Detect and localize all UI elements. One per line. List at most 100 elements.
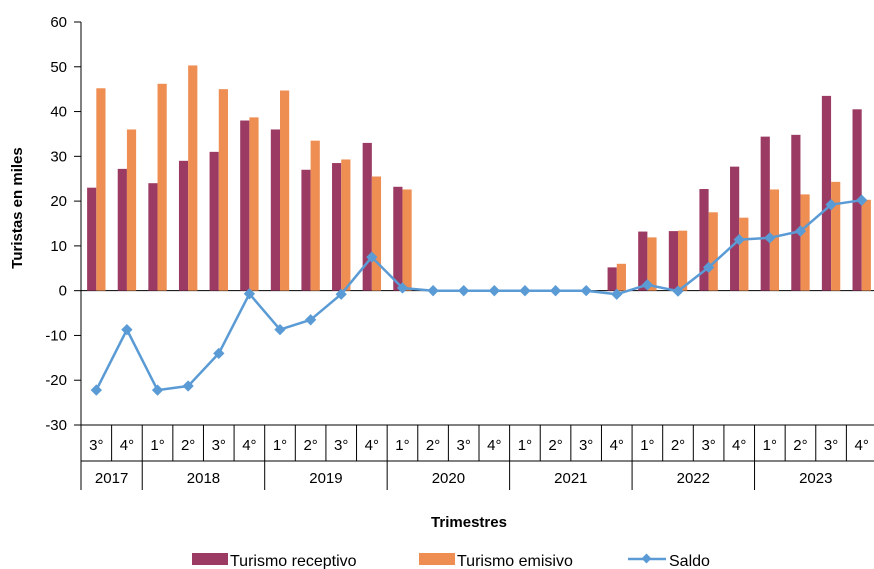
bar-receptivo (240, 120, 250, 291)
bar-receptivo (301, 169, 311, 291)
legend-label-saldo: Saldo (669, 553, 710, 569)
series-turismo-emisivo (96, 65, 871, 291)
y-tick-label: 50 (50, 59, 67, 76)
bar-emisivo (341, 159, 351, 291)
bar-emisivo (769, 189, 780, 291)
bar-emisivo (218, 89, 228, 291)
quarter-label: 1° (763, 437, 777, 454)
saldo-point (825, 199, 837, 211)
y-tick-label: -10 (45, 327, 67, 344)
year-label: 2020 (432, 470, 465, 487)
bar-receptivo (730, 166, 740, 291)
bar-emisivo (188, 65, 198, 291)
y-tick-label: 20 (50, 193, 67, 210)
year-label: 2022 (677, 470, 710, 487)
bar-receptivo (178, 160, 189, 291)
saldo-point (580, 284, 592, 297)
quarter-label: 1° (395, 437, 409, 454)
quarter-label: 2° (793, 437, 807, 454)
quarter-label: 3° (457, 437, 471, 454)
saldo-point (274, 323, 286, 336)
quarter-label: 1° (150, 437, 164, 454)
quarter-label: 1° (640, 437, 654, 454)
quarter-label: 1° (273, 437, 287, 454)
quarter-label: 4° (365, 437, 379, 454)
bar-emisivo (280, 90, 290, 291)
bar-emisivo (800, 194, 810, 291)
bar-receptivo (791, 134, 801, 291)
quarter-label: 2° (548, 437, 562, 454)
legend-label-emisivo: Turismo emisivo (457, 553, 573, 569)
legend: Turismo receptivo Turismo emisivo Saldo (192, 553, 710, 569)
bar-emisivo (157, 83, 167, 291)
year-label: 2021 (554, 470, 587, 487)
saldo-point (764, 232, 776, 244)
saldo-line (95, 198, 862, 392)
bar-receptivo (607, 267, 617, 291)
quarter-label: 1° (518, 437, 532, 454)
quarter-label: 2° (303, 437, 317, 454)
year-label: 2017 (95, 470, 128, 487)
quarter-label: 4° (732, 437, 746, 454)
saldo-point (794, 225, 807, 237)
quarter-label: 3° (579, 437, 593, 454)
saldo-point (121, 323, 133, 336)
quarter-label: 3° (212, 437, 226, 454)
quarter-label: 4° (855, 437, 869, 454)
quarter-label: 3° (824, 437, 838, 454)
x-tick-labels: 3° 4° 1° 2° 3° 4° 1° 2° 3° 4° 1° 2° 3° 4° 1° 2° 3° 4° 1° 2°… (89, 437, 869, 487)
quarter-label: 4° (610, 437, 624, 454)
quarter-label: 4° (120, 437, 134, 454)
saldo-point (396, 282, 409, 294)
quarter-label: 2° (426, 437, 440, 454)
saldo-point (335, 288, 347, 300)
quarter-label: 3° (89, 437, 103, 454)
bar-receptivo (699, 189, 709, 291)
bar-receptivo (668, 231, 678, 291)
y-tick-label: -20 (45, 372, 67, 389)
bar-receptivo (638, 231, 648, 291)
bar-receptivo (362, 142, 372, 291)
legend-swatch-receptivo (192, 553, 228, 565)
bar-emisivo (708, 212, 718, 291)
bar-emisivo (402, 189, 412, 291)
x-axis-title: Trimestres (431, 514, 507, 531)
legend-label-receptivo: Turismo receptivo (230, 553, 357, 569)
saldo-point (519, 285, 531, 297)
quarter-label: 2° (181, 437, 195, 454)
bar-emisivo (739, 217, 749, 291)
bar-receptivo (148, 183, 158, 291)
bar-receptivo (209, 151, 219, 291)
bar-emisivo (678, 230, 688, 291)
bar-receptivo (760, 136, 770, 291)
bar-emisivo (647, 237, 657, 291)
saldo-point (549, 285, 562, 297)
y-tick-label: 40 (50, 104, 67, 121)
quarter-label: 4° (242, 437, 256, 454)
bar-emisivo (310, 140, 320, 291)
bar-emisivo (861, 199, 871, 291)
saldo-point (672, 285, 684, 297)
bar-emisivo (616, 263, 626, 291)
y-axis-title: Turistas en miles (9, 147, 26, 268)
quarter-label: 3° (701, 437, 715, 454)
saldo-point (641, 279, 654, 291)
y-tick-labels: -30 -20 -10 0 10 20 30 40 50 60 (45, 14, 67, 434)
bar-receptivo (332, 163, 342, 291)
y-tick-label: 60 (50, 14, 67, 31)
series-saldo (90, 194, 868, 396)
year-label: 2019 (309, 470, 342, 487)
legend-marker-saldo (641, 553, 652, 564)
bar-emisivo (249, 117, 259, 291)
bar-receptivo (393, 186, 403, 291)
bar-receptivo (270, 129, 280, 291)
quarter-label: 2° (671, 437, 685, 454)
saldo-point (304, 314, 317, 326)
saldo-point (182, 380, 194, 392)
bar-receptivo (117, 168, 127, 291)
saldo-point (702, 261, 715, 274)
bar-emisivo (126, 129, 137, 291)
bar-emisivo (831, 181, 841, 291)
y-tick-label: 30 (50, 148, 67, 165)
